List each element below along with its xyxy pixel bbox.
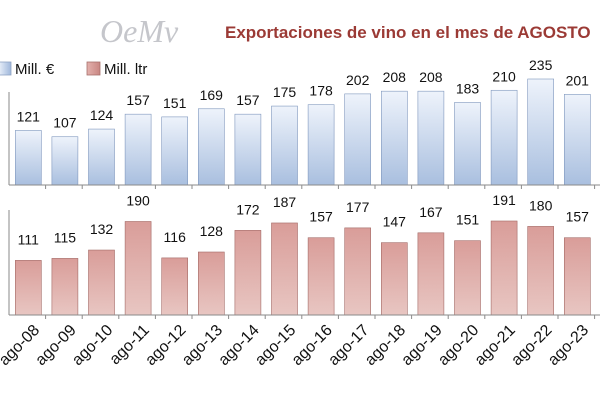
bar-euro-ago-21: [490, 89, 518, 186]
bar-ltr-ago-14: [234, 230, 262, 316]
bar-euro-ago-19: [417, 90, 445, 186]
data-label-ltr-ago-15: 187: [273, 194, 297, 210]
bar-ltr-ago-18: [380, 242, 408, 316]
data-label-euro-ago-18: 208: [383, 69, 407, 85]
data-label-euro-ago-11: 157: [126, 92, 150, 108]
data-label-ltr-ago-22: 180: [529, 197, 553, 213]
data-label-ltr-ago-11: 190: [126, 192, 150, 208]
bar-ltr-ago-21: [490, 220, 518, 316]
bar-ltr-ago-15: [271, 222, 298, 316]
data-label-euro-ago-21: 210: [492, 68, 516, 84]
legend-label-euro: Mill. €: [15, 61, 55, 78]
bar-ltr-ago-22: [527, 226, 555, 316]
bar-euro-ago-20: [454, 102, 481, 186]
bar-ltr-ago-13: [198, 251, 225, 316]
data-label-euro-ago-15: 175: [273, 84, 297, 100]
bar-euro-ago-23: [563, 94, 591, 186]
data-label-euro-ago-23: 201: [566, 72, 590, 88]
chart-title: Exportaciones de vino en el mes de AGOST…: [225, 23, 591, 42]
data-label-ltr-ago-12: 116: [164, 229, 187, 245]
series-ltr-bars: 111 115 132 190 116 128 172 187 157 177 147 167 151 1…: [15, 192, 591, 316]
bar-euro-ago-09: [51, 136, 79, 186]
bar-euro-ago-22: [527, 78, 555, 186]
data-label-euro-ago-14: 157: [236, 92, 260, 108]
bar-euro-ago-13: [198, 108, 225, 186]
bar-ltr-ago-20: [454, 240, 481, 316]
data-label-ltr-ago-19: 167: [419, 204, 443, 220]
bar-euro-ago-11: [124, 113, 152, 186]
data-label-euro-ago-13: 169: [200, 87, 224, 103]
data-label-ltr-ago-16: 157: [309, 209, 333, 225]
axis-ltr: [8, 210, 600, 319]
data-label-euro-ago-22: 235: [529, 57, 553, 73]
data-label-ltr-ago-10: 132: [90, 221, 114, 237]
bar-euro-ago-12: [161, 116, 188, 186]
data-label-euro-ago-20: 183: [456, 80, 480, 96]
logo: OeMv: [100, 13, 179, 49]
bar-euro-ago-16: [307, 104, 335, 186]
data-label-ltr-ago-08: 111: [18, 231, 39, 247]
data-label-ltr-ago-18: 147: [383, 214, 407, 230]
data-label-ltr-ago-23: 157: [566, 209, 590, 225]
data-label-ltr-ago-17: 177: [346, 199, 370, 215]
bar-euro-ago-18: [380, 90, 408, 186]
bar-ltr-ago-19: [417, 232, 445, 316]
bar-euro-ago-17: [344, 93, 372, 186]
x-tick-label-ago-23: ago-23: [545, 322, 592, 369]
bar-ltr-ago-16: [307, 237, 335, 316]
data-label-euro-ago-16: 178: [309, 83, 333, 99]
bar-ltr-ago-17: [344, 227, 372, 316]
legend: Mill. € Mill. ltr: [0, 61, 147, 78]
legend-label-ltr: Mill. ltr: [104, 61, 147, 78]
bar-ltr-ago-11: [124, 221, 152, 316]
x-tick-labels: ago-08ago-09ago-10ago-11ago-12ago-13ago-…: [0, 322, 592, 369]
data-label-euro-ago-17: 202: [346, 72, 370, 88]
data-label-euro-ago-10: 124: [90, 107, 114, 123]
data-label-euro-ago-12: 151: [163, 95, 187, 111]
bar-euro-ago-14: [234, 113, 262, 186]
bar-ltr-ago-23: [563, 237, 591, 316]
bar-ltr-ago-10: [88, 249, 115, 316]
bar-ltr-ago-08: [15, 260, 42, 316]
bar-ltr-ago-12: [161, 257, 188, 316]
legend-swatch-ltr: [86, 61, 101, 76]
series-euro-bars: 121 107 124 157 151 169 157 175 178 202 208 208 183 2…: [15, 57, 591, 186]
data-label-euro-ago-19: 208: [419, 69, 443, 85]
data-label-euro-ago-08: 121: [17, 108, 41, 124]
axis-euro: [8, 92, 600, 189]
bar-euro-ago-10: [88, 128, 115, 186]
data-label-ltr-ago-20: 151: [456, 212, 480, 228]
data-label-ltr-ago-14: 172: [236, 201, 260, 217]
data-label-ltr-ago-21: 191: [492, 192, 516, 208]
bar-ltr-ago-09: [51, 258, 79, 316]
bar-euro-ago-15: [271, 105, 298, 186]
bar-euro-ago-08: [15, 130, 42, 186]
legend-swatch-euro: [0, 61, 12, 76]
data-label-euro-ago-09: 107: [53, 115, 77, 131]
data-label-ltr-ago-09: 115: [54, 229, 77, 245]
x-tick-label-ago-10: ago-10: [69, 322, 116, 369]
data-label-ltr-ago-13: 128: [200, 223, 224, 239]
